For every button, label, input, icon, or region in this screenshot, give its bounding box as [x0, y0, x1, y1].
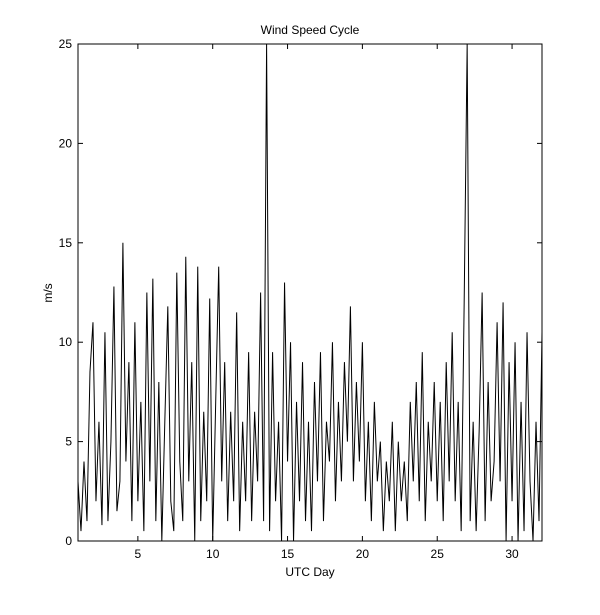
x-tick-label: 15: [281, 547, 295, 561]
x-tick-label: 10: [206, 547, 220, 561]
y-tick-label: 10: [59, 335, 73, 349]
x-tick-label: 30: [505, 547, 519, 561]
chart-title: Wind Speed Cycle: [261, 23, 360, 37]
y-tick-label: 25: [59, 37, 73, 51]
y-tick-label: 0: [65, 534, 72, 548]
x-tick-label: 5: [135, 547, 142, 561]
plot-frame: [77, 43, 543, 542]
data-line: [77, 43, 543, 542]
y-axis-label: m/s: [41, 283, 55, 302]
x-tick-label: 20: [356, 547, 370, 561]
y-tick-label: 15: [59, 236, 73, 250]
x-tick-label: 25: [431, 547, 445, 561]
x-axis-label: UTC Day: [285, 565, 334, 579]
y-tick-label: 20: [59, 136, 73, 150]
y-tick-label: 5: [65, 435, 72, 449]
